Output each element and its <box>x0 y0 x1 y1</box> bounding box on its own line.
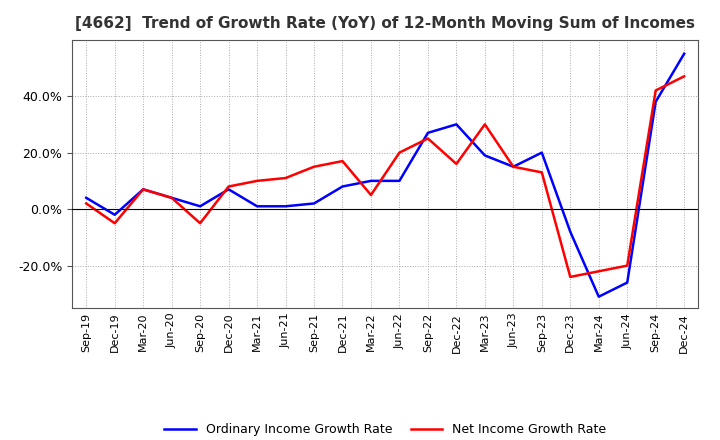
Ordinary Income Growth Rate <box>253 204 261 209</box>
Ordinary Income Growth Rate <box>366 178 375 183</box>
Ordinary Income Growth Rate <box>167 195 176 201</box>
Ordinary Income Growth Rate <box>566 229 575 235</box>
Ordinary Income Growth Rate <box>509 164 518 169</box>
Ordinary Income Growth Rate <box>537 150 546 155</box>
Ordinary Income Growth Rate <box>395 178 404 183</box>
Ordinary Income Growth Rate <box>110 212 119 217</box>
Net Income Growth Rate <box>225 184 233 189</box>
Net Income Growth Rate <box>282 176 290 181</box>
Net Income Growth Rate <box>423 136 432 141</box>
Ordinary Income Growth Rate <box>680 51 688 56</box>
Net Income Growth Rate <box>537 170 546 175</box>
Net Income Growth Rate <box>652 88 660 93</box>
Ordinary Income Growth Rate <box>196 204 204 209</box>
Net Income Growth Rate <box>310 164 318 169</box>
Ordinary Income Growth Rate <box>480 153 489 158</box>
Ordinary Income Growth Rate <box>423 130 432 136</box>
Net Income Growth Rate <box>139 187 148 192</box>
Ordinary Income Growth Rate <box>623 280 631 285</box>
Ordinary Income Growth Rate <box>652 99 660 104</box>
Line: Net Income Growth Rate: Net Income Growth Rate <box>86 76 684 277</box>
Net Income Growth Rate <box>82 201 91 206</box>
Net Income Growth Rate <box>509 164 518 169</box>
Net Income Growth Rate <box>338 158 347 164</box>
Ordinary Income Growth Rate <box>595 294 603 299</box>
Ordinary Income Growth Rate <box>139 187 148 192</box>
Ordinary Income Growth Rate <box>338 184 347 189</box>
Net Income Growth Rate <box>480 122 489 127</box>
Ordinary Income Growth Rate <box>282 204 290 209</box>
Net Income Growth Rate <box>366 192 375 198</box>
Line: Ordinary Income Growth Rate: Ordinary Income Growth Rate <box>86 54 684 297</box>
Net Income Growth Rate <box>167 195 176 201</box>
Net Income Growth Rate <box>196 220 204 226</box>
Net Income Growth Rate <box>110 220 119 226</box>
Net Income Growth Rate <box>623 263 631 268</box>
Net Income Growth Rate <box>253 178 261 183</box>
Net Income Growth Rate <box>595 269 603 274</box>
Ordinary Income Growth Rate <box>452 122 461 127</box>
Net Income Growth Rate <box>680 73 688 79</box>
Net Income Growth Rate <box>452 161 461 167</box>
Legend: Ordinary Income Growth Rate, Net Income Growth Rate: Ordinary Income Growth Rate, Net Income … <box>159 418 611 440</box>
Title: [4662]  Trend of Growth Rate (YoY) of 12-Month Moving Sum of Incomes: [4662] Trend of Growth Rate (YoY) of 12-… <box>75 16 696 32</box>
Ordinary Income Growth Rate <box>82 195 91 201</box>
Net Income Growth Rate <box>566 274 575 279</box>
Ordinary Income Growth Rate <box>225 187 233 192</box>
Net Income Growth Rate <box>395 150 404 155</box>
Ordinary Income Growth Rate <box>310 201 318 206</box>
